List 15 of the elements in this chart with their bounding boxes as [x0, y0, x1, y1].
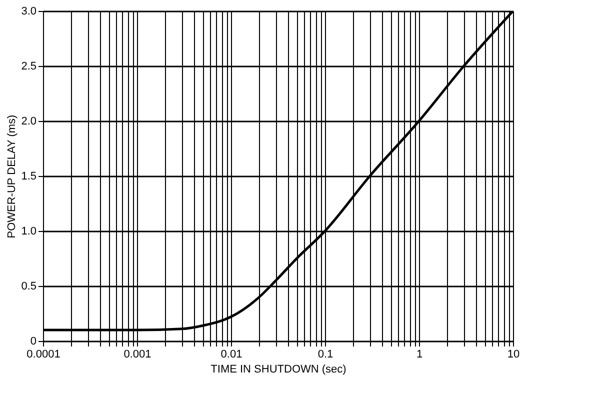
y-axis-title: POWER-UP DELAY (ms): [6, 114, 18, 238]
x-axis-title: TIME IN SHUTDOWN (sec): [210, 364, 346, 376]
y-tick-label: 2.0: [21, 116, 36, 128]
y-tick-label: 0: [30, 336, 36, 348]
y-tick-label: 1.5: [21, 170, 36, 182]
x-tick-label: 1: [416, 348, 423, 360]
y-tick-label: 0.5: [21, 280, 36, 292]
x-tick-label: 0.01: [220, 348, 242, 360]
x-tick-label: 0.001: [124, 348, 152, 360]
y-tick-label: 1.0: [21, 226, 36, 238]
y-tick-label: 2.5: [21, 60, 36, 72]
x-tick-label: 0.0001: [26, 348, 60, 360]
y-tick-label: 3.0: [21, 6, 36, 18]
x-tick-label: 0.1: [318, 348, 334, 360]
x-tick-label: 10: [507, 348, 520, 360]
